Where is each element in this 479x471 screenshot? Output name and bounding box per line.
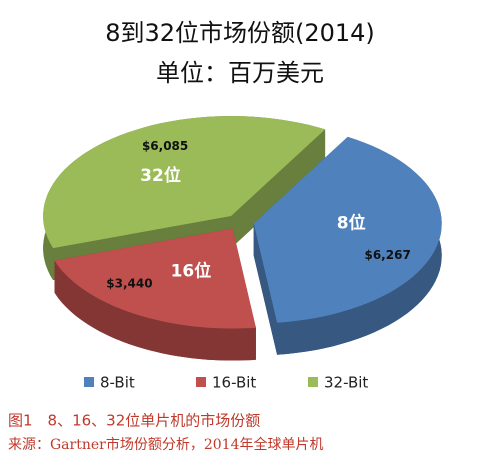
- slice-label: 8位: [337, 213, 366, 234]
- slice-label: 32位: [140, 165, 181, 186]
- slice-side: [253, 223, 278, 355]
- slice: [253, 136, 442, 323]
- legend-label: 32-Bit: [324, 374, 368, 392]
- value-label: $3,440: [106, 276, 152, 290]
- figure-caption: 图1 8、16、32位单片机的市场份额: [8, 412, 260, 430]
- legend-swatch: [84, 377, 94, 387]
- legend: 8-Bit 16-Bit 32-Bit: [84, 374, 368, 392]
- value-label: $6,085: [142, 139, 188, 153]
- legend-label: 16-Bit: [212, 374, 256, 392]
- legend-swatch: [196, 377, 206, 387]
- slice-side: [54, 260, 256, 361]
- slice: [54, 228, 256, 329]
- legend-label: 8-Bit: [100, 374, 135, 392]
- slice: [43, 116, 326, 249]
- pie: 32位 $6,085 8位 $6,267 16位 $3,440: [43, 116, 442, 361]
- legend-swatch: [308, 377, 318, 387]
- chart-title: 8到32位市场份额(2014): [105, 19, 375, 47]
- chart-subtitle: 单位：百万美元: [156, 59, 324, 87]
- slice-label: 16位: [171, 261, 212, 282]
- source-caption: 来源：Gartner市场份额分析，2014年全球单片机: [8, 436, 323, 453]
- slice-side: [231, 129, 326, 248]
- value-label: $6,267: [364, 248, 410, 262]
